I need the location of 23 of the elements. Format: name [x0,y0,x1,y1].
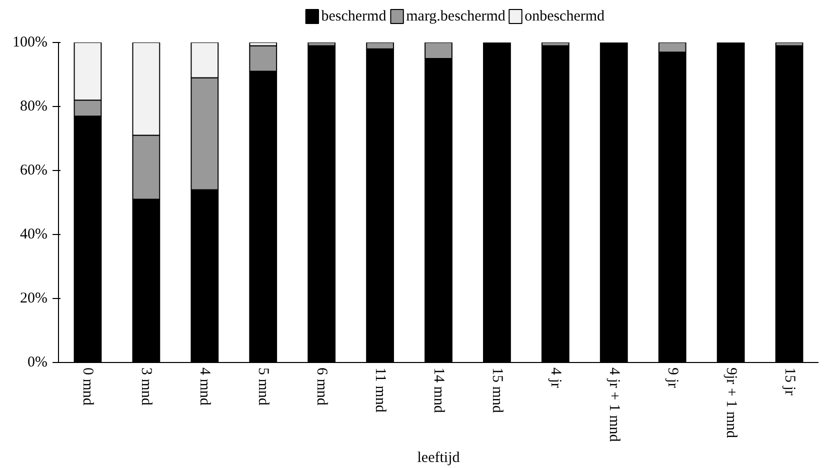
y-tick-label: 80% [20,98,48,114]
y-tick-label: 40% [20,226,48,242]
x-tick-label: 4 jr + 1 mnd [606,368,622,442]
legend-label: onbeschermd [524,8,606,24]
x-tick-label: 9jr + 1 mnd [722,368,739,439]
x-axis-title: leeftijd [417,450,460,466]
x-tick-label: 4 mnd [196,368,213,406]
x-tick-label: 11 mnd [372,368,388,413]
legend-label: beschermd [321,8,387,24]
x-tick-label: 5 mnd [255,368,272,406]
x-tick-label: 0 mnd [80,368,96,406]
y-tick-label: 20% [20,290,48,306]
x-tick-label: 9 jr [664,368,680,388]
y-tick-label: 0% [28,354,48,370]
x-tick-label: 3 mnd [138,368,154,406]
y-tick-label: 60% [20,162,48,178]
x-tick-label: 4 jr [547,368,564,388]
x-tick-label: 14 mnd [430,368,446,414]
x-tick-label: 15 jr [781,368,798,396]
x-tick-label: 15 mnd [488,368,505,414]
y-tick-label: 100% [12,34,48,50]
x-tick-label: 6 mnd [314,368,330,406]
legend-label: marg.beschermd [406,8,506,24]
